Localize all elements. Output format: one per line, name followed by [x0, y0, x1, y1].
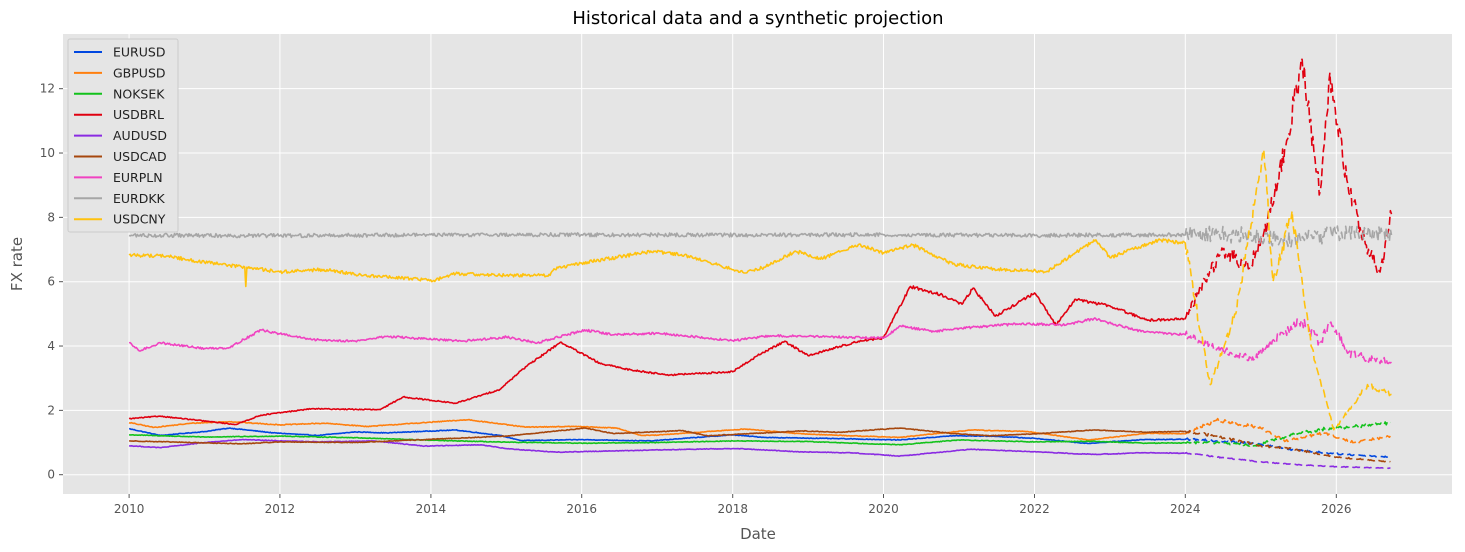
legend-label: USDCNY	[113, 212, 166, 227]
legend-label: EURDKK	[113, 191, 166, 206]
series-line-projection	[1183, 149, 1392, 431]
legend-label: AUDUSD	[113, 128, 167, 143]
series-line-projection	[1184, 57, 1393, 320]
series-line-projection	[1184, 417, 1391, 444]
y-tick-label: 12	[40, 82, 55, 96]
y-tick-label: 2	[47, 403, 55, 417]
x-tick-label: 2020	[868, 502, 899, 516]
y-tick-label: 0	[47, 468, 55, 482]
series-line-historical	[128, 317, 1185, 352]
x-axis-label: Date	[740, 525, 776, 543]
legend-label: EURUSD	[113, 45, 165, 60]
series-lines	[128, 57, 1393, 470]
series-line-historical	[129, 427, 1185, 445]
x-axis-tick-labels: 2010 2012 2014 2016 2018 2020 2022 2024 2026	[114, 494, 1352, 516]
x-tick-label: 2010	[114, 502, 145, 516]
legend: EURUSD GBPUSD NOKSEK USDBRL AUDUSD USDCAD EURP…	[67, 38, 179, 233]
plot-area-background	[63, 34, 1452, 494]
series-line-projection	[1184, 421, 1391, 447]
series-line-historical	[129, 434, 1185, 446]
series-line-historical	[129, 427, 1185, 445]
legend-label: NOKSEK	[113, 86, 165, 101]
x-tick-label: 2022	[1019, 502, 1050, 516]
series-line-historical	[128, 285, 1185, 426]
series-line-historical	[128, 238, 1185, 288]
y-tick-label: 6	[47, 275, 55, 289]
y-tick-label: 10	[40, 146, 55, 160]
series-line-projection	[1183, 318, 1392, 365]
series-line-historical	[128, 418, 1185, 441]
series-line-projection	[1184, 430, 1391, 463]
series-line-projection	[1184, 451, 1391, 470]
y-axis-tick-labels: 0 2 4 6 8 10 12	[40, 82, 63, 482]
legend-label: USDCAD	[113, 149, 167, 164]
series-line-projection	[1183, 224, 1393, 249]
legend-label: GBPUSD	[113, 65, 166, 80]
chart-title: Historical data and a synthetic projecti…	[572, 8, 943, 29]
x-tick-label: 2012	[265, 502, 296, 516]
x-tick-label: 2014	[416, 502, 447, 516]
legend-label: EURPLN	[113, 170, 163, 185]
y-axis-label: FX rate	[8, 237, 26, 291]
legend-label: USDBRL	[113, 107, 164, 122]
series-line-historical	[128, 232, 1185, 239]
y-tick-label: 8	[47, 210, 55, 224]
x-tick-label: 2016	[566, 502, 597, 516]
x-tick-label: 2026	[1321, 502, 1352, 516]
x-tick-label: 2024	[1170, 502, 1201, 516]
legend-box	[67, 38, 179, 233]
grid-lines	[63, 34, 1452, 494]
y-tick-label: 4	[47, 339, 55, 353]
x-tick-label: 2018	[717, 502, 748, 516]
